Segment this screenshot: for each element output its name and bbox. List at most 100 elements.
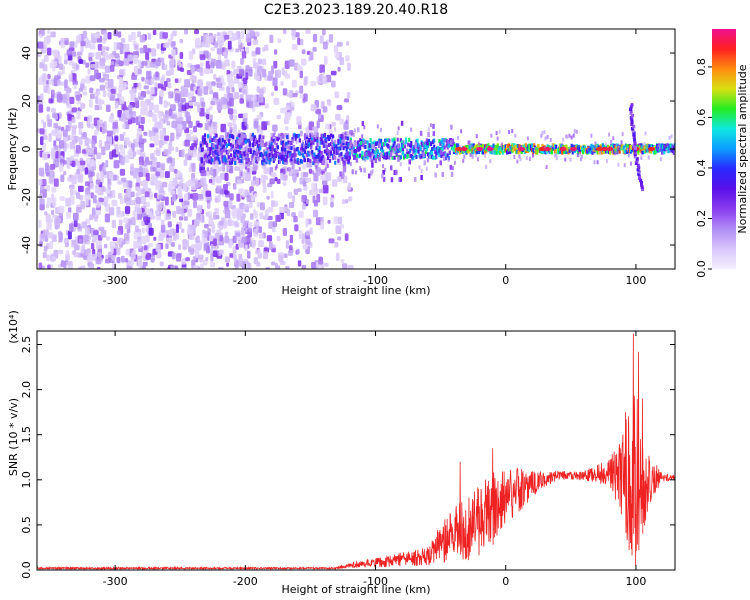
heatmap-noise-cell [163, 100, 168, 108]
heatmap-noise-cell [205, 256, 209, 262]
heatmap-signal-cell [401, 147, 405, 152]
heatmap-tail-cell [637, 174, 641, 178]
heatmap-noise-cell [206, 113, 210, 120]
heatmap-noise-cell [47, 232, 53, 239]
heatmap-signal-cell [332, 134, 335, 139]
heatmap-noise-cell [76, 110, 81, 120]
heatmap-noise-cell [299, 70, 303, 79]
heatmap-tail-cell [630, 122, 634, 127]
heatmap-signal-cell [293, 155, 296, 160]
heatmap-noise-cell [76, 51, 83, 56]
heatmap-noise-cell [343, 98, 350, 103]
heatmap-noise-cell [237, 38, 242, 45]
heatmap-halo-cell [621, 132, 624, 137]
heatmap-noise-cell [105, 46, 110, 52]
heatmap-halo-cell [324, 167, 327, 172]
heatmap-streak-cell [363, 167, 366, 173]
heatmap-noise-cell [139, 152, 146, 158]
heatmap-signal-cell [311, 149, 314, 154]
heatmap-signal-cell [316, 139, 319, 144]
heatmap-halo-cell [616, 150, 619, 155]
heatmap-signal-cell [477, 144, 481, 149]
heatmap-streak-cell [439, 160, 442, 166]
heatmap-noise-cell [302, 233, 306, 241]
heatmap-signal-cell [237, 149, 240, 154]
heatmap-noise-cell [37, 41, 43, 49]
heatmap-signal-cell [222, 148, 225, 153]
heatmap-halo-cell [256, 146, 259, 151]
heatmap-signal-cell [209, 151, 212, 156]
heatmap-signal-cell [326, 149, 330, 154]
heatmap-streak-cell [367, 150, 370, 156]
heatmap-halo-cell [572, 133, 575, 138]
heatmap-halo-cell [484, 153, 487, 158]
heatmap-signal-cell [472, 143, 475, 148]
heatmap-halo-cell [471, 154, 474, 159]
heatmap-noise-cell [46, 114, 50, 122]
heatmap-signal-cell [385, 138, 388, 143]
heatmap-noise-cell [192, 192, 198, 201]
heatmap-noise-cell [42, 82, 46, 88]
heatmap-signal-cell [206, 156, 209, 161]
heatmap-noise-cell [245, 47, 250, 54]
heatmap-signal-cell [256, 152, 259, 157]
heatmap-halo-cell [587, 147, 590, 152]
heatmap-signal-cell [262, 153, 265, 158]
heatmap-signal-cell [395, 151, 398, 156]
heatmap-signal-cell [209, 135, 212, 140]
heatmap-signal-cell [340, 142, 343, 147]
heatmap-signal-cell [453, 143, 457, 148]
heatmap-noise-cell [51, 235, 57, 242]
heatmap-noise-cell [253, 220, 260, 226]
heatmap-noise-cell [167, 82, 172, 89]
heatmap-noise-cell [159, 169, 165, 179]
heatmap-signal-cell [253, 135, 257, 140]
heatmap-noise-cell [257, 94, 264, 103]
heatmap-noise-cell [96, 152, 102, 160]
heatmap-noise-cell [255, 249, 261, 255]
heatmap-halo-cell [565, 134, 568, 139]
heatmap-halo-cell [546, 134, 549, 139]
heatmap-noise-cell [329, 197, 335, 203]
heatmap-noise-cell [58, 232, 64, 241]
heatmap-noise-cell [226, 86, 231, 94]
heatmap-noise-cell [193, 86, 197, 91]
heatmap-tail-cell [636, 167, 640, 172]
heatmap-tail-cell [628, 107, 632, 111]
heatmap-signal-cell [325, 145, 328, 150]
heatmap-noise-cell [155, 59, 161, 67]
heatmap-halo-cell [474, 152, 477, 157]
heatmap-halo-cell [315, 165, 318, 170]
heatmap-noise-cell [322, 184, 329, 194]
heatmap-noise-cell [188, 101, 194, 106]
heatmap-halo-cell [427, 127, 430, 132]
heatmap-noise-cell [147, 32, 152, 40]
heatmap-y-tick-label: 20 [20, 94, 33, 108]
heatmap-halo-cell [514, 133, 517, 138]
heatmap-noise-cell [275, 69, 281, 78]
heatmap-signal-cell [404, 137, 408, 142]
heatmap-signal-cell [242, 141, 245, 146]
heatmap-signal-cell [218, 138, 221, 143]
heatmap-peak-cell [648, 147, 656, 151]
heatmap-noise-cell [104, 143, 110, 151]
heatmap-noise-cell [155, 243, 161, 252]
heatmap-signal-cell [323, 149, 326, 154]
heatmap-noise-cell [144, 157, 149, 164]
heatmap-noise-cell [139, 34, 146, 43]
heatmap-signal-cell [273, 140, 276, 145]
heatmap-signal-cell [228, 134, 232, 139]
heatmap-noise-cell [301, 264, 307, 269]
heatmap-noise-cell [276, 114, 282, 120]
heatmap-noise-cell [169, 93, 174, 99]
heatmap-noise-cell [227, 122, 233, 127]
heatmap-noise-cell [208, 125, 214, 135]
heatmap-noise-cell [188, 121, 193, 129]
heatmap-halo-cell [264, 125, 267, 130]
heatmap-halo-cell [470, 145, 473, 150]
heatmap-signal-cell [256, 159, 259, 164]
heatmap-halo-cell [526, 136, 529, 141]
heatmap-noise-cell [151, 48, 157, 57]
heatmap-noise-cell [301, 203, 306, 210]
heatmap-signal-cell [298, 138, 301, 143]
